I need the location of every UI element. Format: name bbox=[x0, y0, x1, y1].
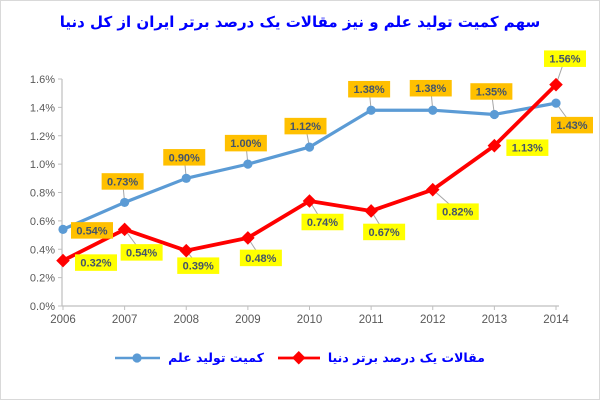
svg-text:2012: 2012 bbox=[420, 314, 446, 326]
svg-text:2013: 2013 bbox=[482, 314, 508, 326]
svg-text:0.73%: 0.73% bbox=[107, 176, 138, 188]
svg-text:1.00%: 1.00% bbox=[230, 138, 261, 150]
svg-text:0.39%: 0.39% bbox=[183, 261, 214, 273]
svg-text:1.0%: 1.0% bbox=[30, 159, 55, 171]
svg-text:2006: 2006 bbox=[50, 314, 76, 326]
legend-label-science-production: کمیت تولید علم bbox=[168, 350, 264, 365]
svg-text:0.2%: 0.2% bbox=[30, 273, 55, 285]
svg-text:1.4%: 1.4% bbox=[30, 102, 55, 114]
svg-text:0.0%: 0.0% bbox=[30, 301, 55, 313]
svg-text:0.4%: 0.4% bbox=[30, 244, 55, 256]
svg-text:0.6%: 0.6% bbox=[30, 216, 55, 228]
svg-text:0.54%: 0.54% bbox=[76, 225, 107, 237]
svg-text:0.54%: 0.54% bbox=[126, 247, 157, 259]
line-chart: 0.0% 0.2% 0.4% 0.6% 0.8% 1.0% 1.2% 1.4% 1.6% 2006… bbox=[30, 50, 593, 326]
svg-text:1.12%: 1.12% bbox=[290, 121, 321, 133]
svg-text:0.32%: 0.32% bbox=[80, 258, 111, 270]
svg-text:1.38%: 1.38% bbox=[354, 84, 385, 96]
svg-text:2014: 2014 bbox=[543, 314, 569, 326]
svg-text:0.90%: 0.90% bbox=[169, 152, 200, 164]
svg-text:1.6%: 1.6% bbox=[30, 74, 55, 86]
svg-text:1.43%: 1.43% bbox=[556, 120, 587, 132]
svg-text:0.67%: 0.67% bbox=[369, 227, 400, 239]
line-diamond-marker-icon bbox=[277, 350, 320, 364]
svg-text:1.35%: 1.35% bbox=[476, 86, 507, 98]
svg-text:0.74%: 0.74% bbox=[307, 217, 338, 229]
legend-item-top-one-percent[interactable]: مقالات یک درصد برتر دنیا bbox=[277, 350, 485, 365]
chart-legend: کمیت تولید علم مقالات یک درصد برتر دنیا bbox=[1, 350, 599, 365]
svg-text:2009: 2009 bbox=[235, 314, 261, 326]
svg-text:2007: 2007 bbox=[112, 314, 138, 326]
legend-label-top-one-percent: مقالات یک درصد برتر دنیا bbox=[327, 350, 485, 365]
svg-text:0.48%: 0.48% bbox=[245, 253, 276, 265]
svg-text:1.38%: 1.38% bbox=[415, 83, 446, 95]
svg-text:0.82%: 0.82% bbox=[442, 207, 473, 219]
svg-text:2010: 2010 bbox=[297, 314, 323, 326]
line-circle-marker-icon bbox=[115, 352, 161, 363]
legend-item-science-production[interactable]: کمیت تولید علم bbox=[115, 350, 264, 365]
svg-text:1.56%: 1.56% bbox=[549, 54, 580, 66]
svg-text:1.2%: 1.2% bbox=[30, 131, 55, 143]
svg-text:1.13%: 1.13% bbox=[512, 143, 543, 155]
svg-text:0.8%: 0.8% bbox=[30, 188, 55, 200]
svg-text:2011: 2011 bbox=[359, 314, 384, 326]
chart-title: سهم کمیت تولید علم و نیز مقالات یک درصد … bbox=[59, 13, 541, 31]
svg-text:2008: 2008 bbox=[173, 314, 199, 326]
